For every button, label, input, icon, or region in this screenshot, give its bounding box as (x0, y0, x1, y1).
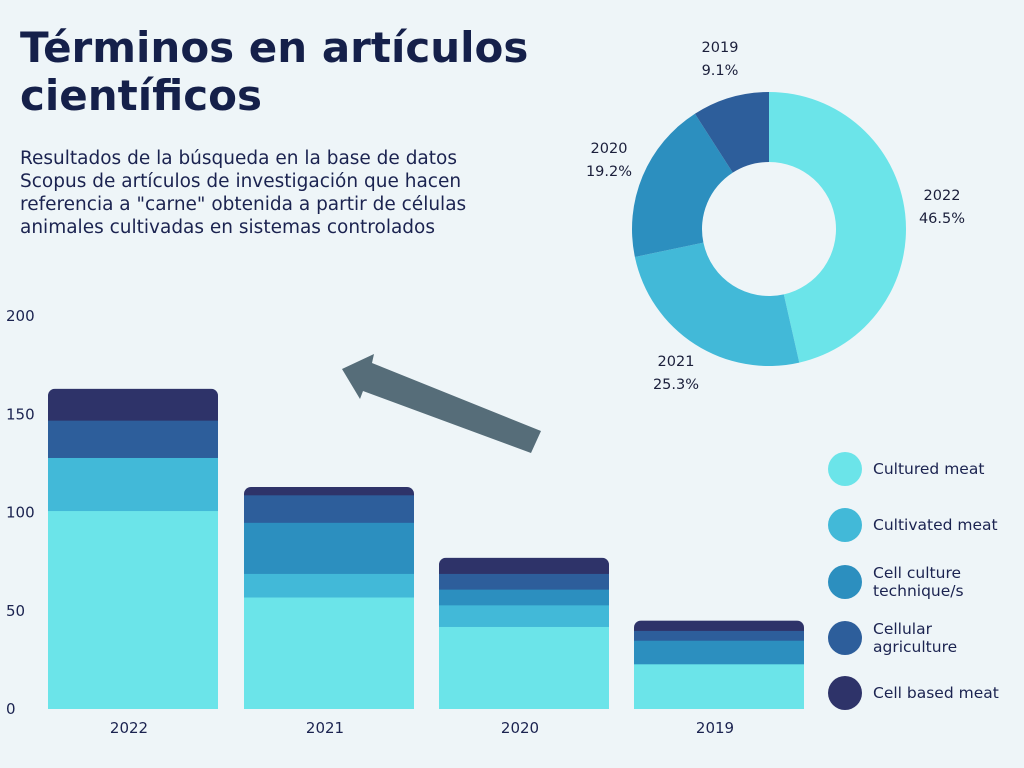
bar-stacks (48, 388, 804, 719)
bar-segment (634, 630, 804, 641)
donut-slice-2020 (632, 113, 733, 257)
bar-stack-2020 (439, 557, 609, 719)
legend-swatch (828, 621, 862, 655)
donut-label-percent: 9.1% (702, 63, 739, 79)
legend-item: Cellular agriculture (828, 620, 1013, 656)
y-axis-ticks: 0 50 100 150 200 (6, 307, 35, 718)
donut-label-percent: 46.5% (919, 211, 965, 227)
y-tick-label: 200 (6, 307, 35, 325)
donut-slice-2019 (694, 92, 769, 173)
legend-swatch (828, 508, 862, 542)
bar-stack-2019 (634, 620, 804, 719)
y-tick-label: 0 (6, 700, 16, 718)
bar-segment (439, 604, 609, 627)
bar-segment (244, 494, 414, 523)
page-title: Términos en artículos científicos (20, 23, 529, 120)
donut-label-year: 2019 (702, 40, 739, 56)
donut-slice-2022 (769, 92, 906, 363)
x-tick-label: 2021 (306, 719, 344, 737)
legend-item: Cell culture technique/s (828, 564, 1013, 600)
donut-label-year: 2020 (591, 141, 628, 157)
bar-segment (244, 573, 414, 598)
donut-slice-2021 (634, 242, 800, 366)
bar-segment (634, 640, 804, 665)
y-tick-label: 150 (6, 405, 35, 423)
legend-label: Cellular agriculture (873, 620, 958, 656)
legend-swatch (828, 676, 862, 710)
legend-swatch (828, 452, 862, 486)
donut-label-percent: 25.3% (653, 377, 699, 393)
bar-segment (48, 388, 218, 421)
donut-labels: 2022 46.5% 2021 25.3% 2020 19.2% 2019 9.1% (586, 40, 965, 393)
bar-segment (48, 420, 218, 458)
legend-label: Cultured meat (873, 460, 985, 478)
donut-slices (632, 92, 906, 366)
bar-segment (439, 626, 609, 710)
donut-label-year: 2022 (924, 188, 961, 204)
arrow-shape (342, 354, 541, 453)
x-tick-label: 2022 (110, 719, 148, 737)
bar-segment (48, 510, 218, 710)
donut-label-percent: 19.2% (586, 164, 632, 180)
page-subtitle: Resultados de la búsqueda en la base de … (20, 148, 467, 238)
x-axis-ticks: 2022 2021 2020 2019 (110, 719, 734, 737)
bar-stack-2022 (48, 388, 218, 719)
legend-label: Cultivated meat (873, 516, 998, 534)
legend-label: Cell culture technique/s (873, 564, 964, 600)
bar-segment (439, 557, 609, 574)
y-tick-label: 50 (6, 602, 25, 620)
donut-label-year: 2021 (658, 354, 695, 370)
x-tick-label: 2019 (696, 719, 734, 737)
legend-item: Cell based meat (828, 676, 1013, 710)
bar-segment (439, 573, 609, 590)
legend-item: Cultured meat (828, 452, 1013, 486)
bar-segment (439, 589, 609, 606)
bar-stack-2021 (244, 486, 414, 719)
x-tick-label: 2020 (501, 719, 539, 737)
bar-segment (634, 663, 804, 710)
legend-swatch (828, 565, 862, 599)
bar-segment (634, 620, 804, 631)
bar-segment (48, 457, 218, 512)
legend-item: Cultivated meat (828, 508, 1013, 542)
bar-segment (244, 522, 414, 574)
bar-segment (244, 486, 414, 496)
bar-segment (244, 596, 414, 710)
y-tick-label: 100 (6, 504, 35, 522)
legend-label: Cell based meat (873, 684, 999, 702)
